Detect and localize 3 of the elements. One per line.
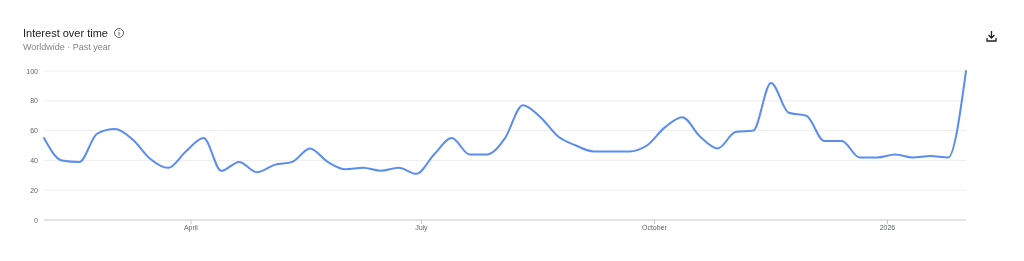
line-series [43, 70, 967, 175]
chart-subtitle: Worldwide · Past year [23, 42, 111, 52]
chart-title: Interest over time [23, 27, 108, 39]
